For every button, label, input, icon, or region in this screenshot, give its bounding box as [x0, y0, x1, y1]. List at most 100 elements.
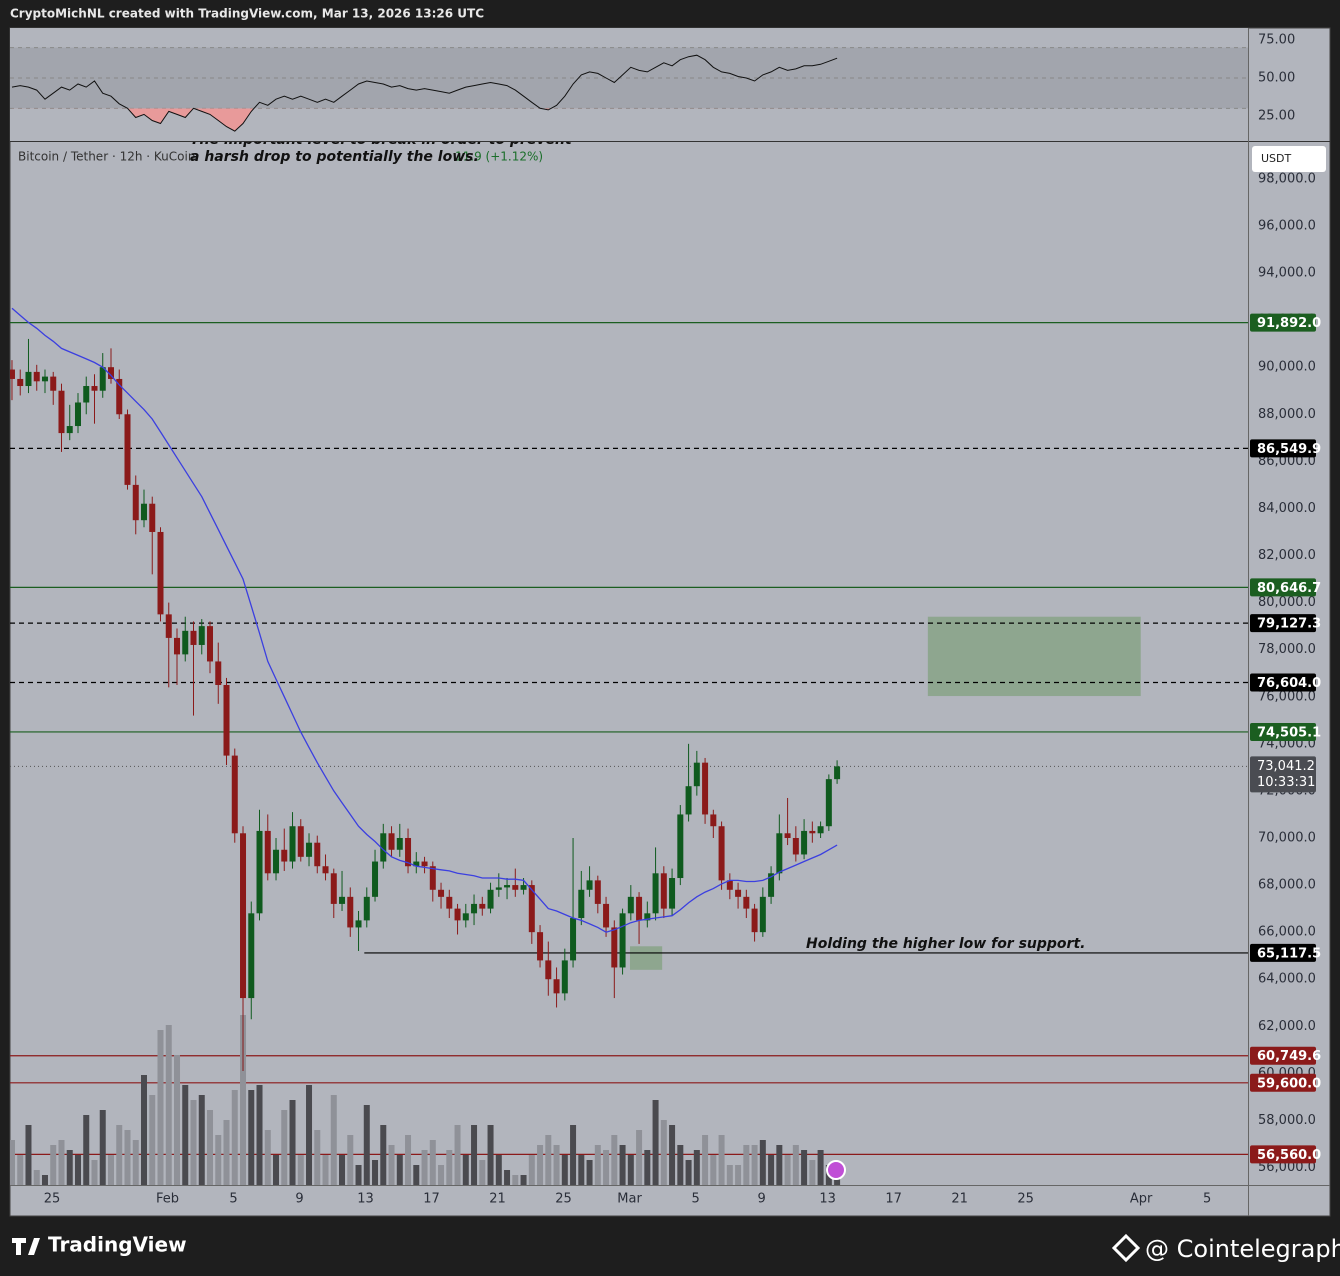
candle-body	[99, 367, 106, 391]
volume-bar	[520, 1175, 527, 1185]
rsi-tick-label: 75.00	[1258, 32, 1295, 47]
candle-body	[190, 630, 197, 645]
zone	[927, 616, 1141, 697]
candle-body	[140, 503, 147, 521]
volume-bar	[627, 1155, 634, 1185]
x-tick-label: 21	[951, 1192, 968, 1207]
volume-bar	[660, 1120, 667, 1185]
volume-bar	[231, 1090, 238, 1185]
volume-bar	[710, 1155, 717, 1185]
candle-body	[768, 873, 775, 897]
candle-body	[363, 896, 370, 921]
candle-body	[446, 896, 453, 909]
candle-body	[479, 903, 486, 909]
last-price-box	[1250, 756, 1316, 793]
volume-bar	[388, 1145, 395, 1185]
rsi-pane	[10, 28, 1330, 142]
level-label-box	[1250, 313, 1316, 332]
volume-bar	[784, 1155, 791, 1185]
level-label-box	[1250, 722, 1316, 741]
volume-bar	[693, 1150, 700, 1185]
volume-bar	[685, 1160, 692, 1185]
volume-bar	[702, 1135, 709, 1185]
candle-body	[570, 918, 577, 961]
candle-body	[834, 766, 841, 780]
candle-body	[50, 376, 57, 391]
candle-body	[91, 386, 98, 391]
candle-body	[685, 786, 692, 815]
x-tick-label: 5	[691, 1192, 699, 1207]
volume-bar	[578, 1155, 585, 1185]
volume-bar	[322, 1155, 329, 1185]
candle-body	[107, 367, 114, 379]
candle-body	[784, 833, 791, 838]
volume-bar	[429, 1140, 436, 1185]
candle-body	[619, 913, 626, 968]
candle-body	[504, 885, 511, 888]
candle-body	[240, 833, 247, 999]
level-label-box	[1250, 1073, 1316, 1092]
level-label-box	[1250, 673, 1316, 692]
candle-body	[132, 484, 139, 521]
candle-body	[759, 896, 766, 933]
tradingview-logo	[12, 1238, 40, 1255]
candle-body	[396, 837, 403, 850]
volume-bar	[99, 1110, 106, 1185]
y-tick-label: 76,000.0	[1258, 689, 1316, 704]
volume-bar	[223, 1120, 230, 1185]
volume-bar	[413, 1165, 420, 1185]
candle-body	[314, 842, 321, 867]
volume-bar	[91, 1160, 98, 1185]
candle-body	[116, 378, 123, 415]
candle-body	[165, 614, 172, 638]
x-tick-label: 5	[1203, 1192, 1211, 1207]
last-price-label: 73,041.2	[1257, 759, 1315, 774]
level-label: 80,646.7	[1257, 581, 1321, 596]
price-pane	[10, 307, 1248, 1185]
legend-change: 11.9 (+1.12%)	[455, 150, 543, 164]
level-label-box	[1250, 1145, 1316, 1164]
candle-body	[677, 814, 684, 879]
candle-body	[438, 889, 445, 897]
volume-bar	[372, 1160, 379, 1185]
candle-body	[421, 861, 428, 867]
lightning-icon[interactable]	[826, 1160, 846, 1180]
level-label-box	[1250, 578, 1316, 597]
volume-bar	[198, 1095, 205, 1185]
volume-bar	[116, 1125, 123, 1185]
volume-bar	[132, 1140, 139, 1185]
x-tick-label: 17	[423, 1192, 440, 1207]
rsi-tick-label: 50.00	[1258, 70, 1295, 85]
volume-bar	[347, 1135, 354, 1185]
volume-bar	[10, 1140, 15, 1185]
rsi-oversold-fill	[127, 108, 552, 132]
volume-bar	[41, 1175, 48, 1185]
volume-bar	[768, 1155, 775, 1185]
volume-bar	[553, 1145, 560, 1185]
candle-body	[660, 873, 667, 909]
candle-body	[372, 861, 379, 897]
y-tick-label: 70,000.0	[1258, 830, 1316, 845]
candle-body	[264, 830, 271, 874]
volume-bar	[487, 1125, 494, 1185]
currency-button[interactable]	[1252, 146, 1326, 172]
moving-average	[11, 307, 838, 933]
volume-bar	[58, 1140, 65, 1185]
level-label: 91,892.0	[1257, 316, 1321, 331]
candle-body	[537, 932, 544, 961]
volume-bar	[50, 1145, 57, 1185]
rsi-tick-label: 25.00	[1258, 108, 1295, 123]
candle-body	[41, 376, 48, 382]
candle-body	[297, 826, 304, 857]
volume-bar	[149, 1095, 156, 1185]
cointelegraph-logo	[1111, 1233, 1141, 1263]
candle-body	[735, 889, 742, 897]
y-tick-label: 58,000.0	[1258, 1113, 1316, 1128]
volume-bar	[165, 1025, 172, 1185]
volume-bar	[561, 1155, 568, 1185]
candle-body	[776, 833, 783, 874]
volume-bar	[33, 1170, 40, 1185]
candle-body	[594, 880, 601, 904]
candle-body	[10, 369, 15, 379]
